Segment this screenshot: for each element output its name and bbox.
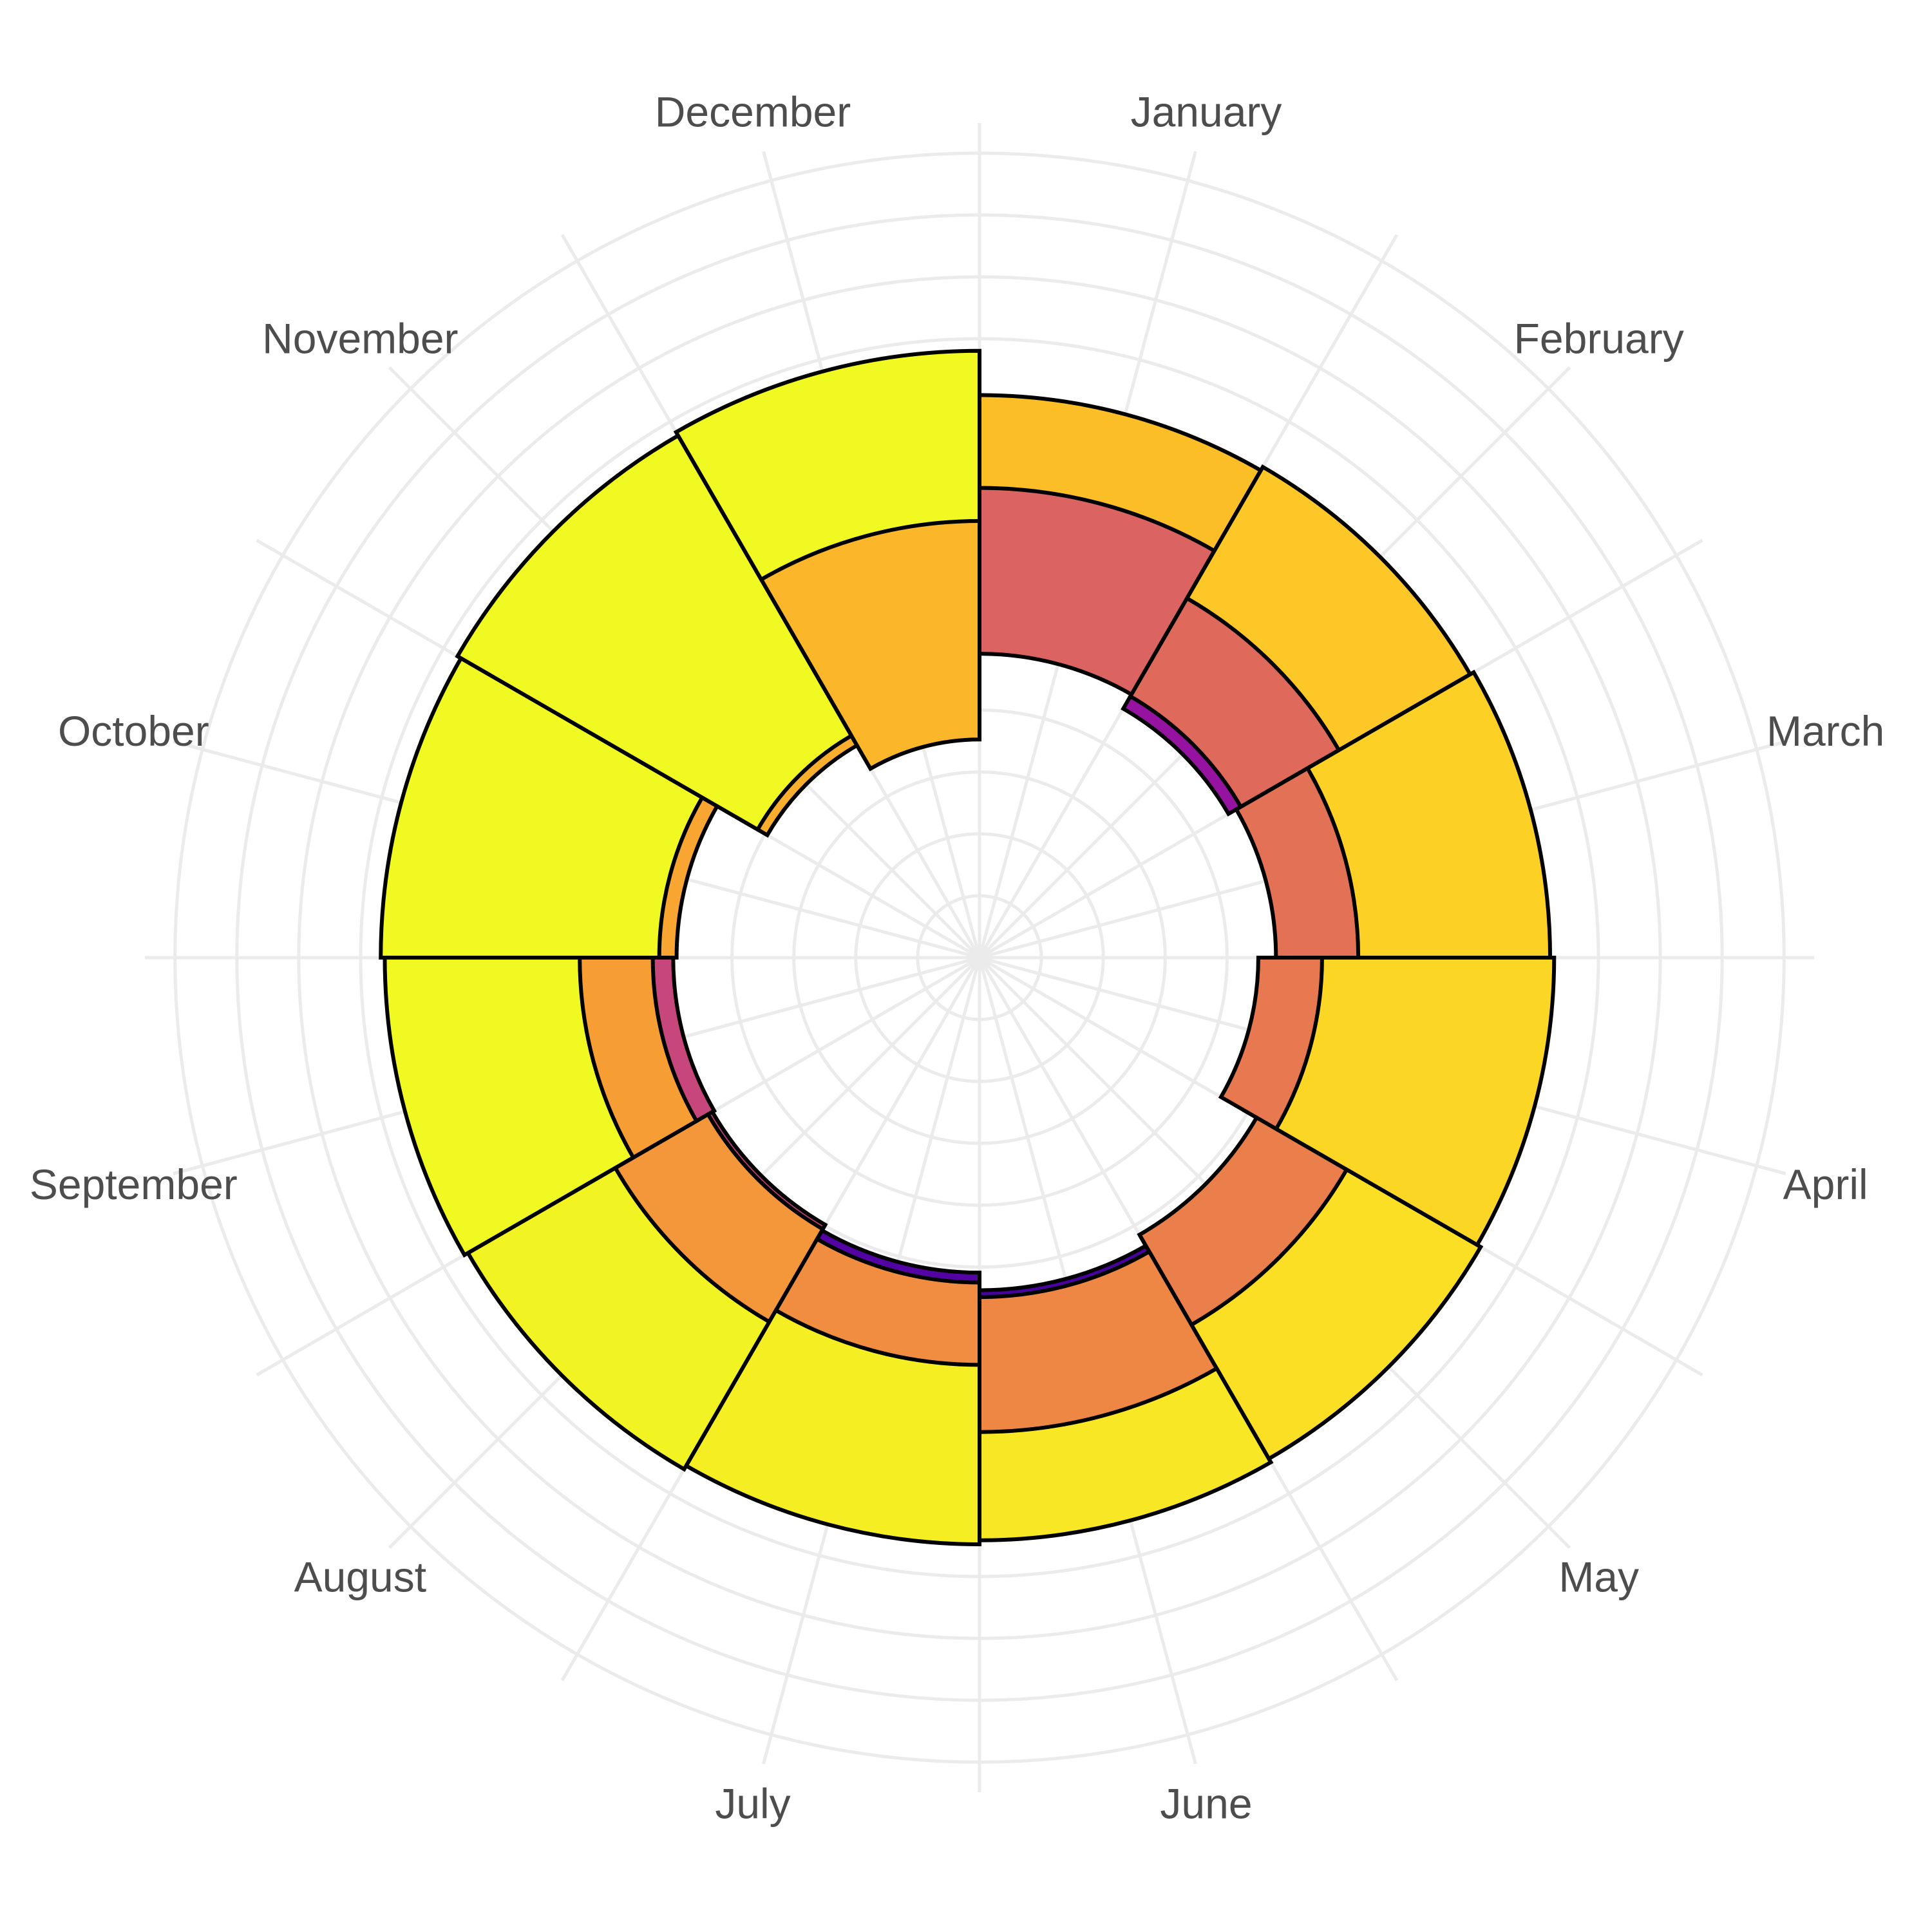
month-label-march: March [1766, 707, 1884, 755]
month-label-february: February [1514, 314, 1684, 362]
bar-november-4 [455, 433, 855, 833]
month-label-january: January [1131, 88, 1282, 135]
bar-october-4 [379, 656, 705, 960]
month-label-december: December [655, 88, 851, 135]
month-label-october: October [58, 707, 209, 755]
month-label-november: November [262, 314, 458, 362]
month-label-may: May [1558, 1553, 1639, 1601]
month-label-june: June [1160, 1780, 1252, 1828]
bar-december-4 [673, 348, 981, 582]
month-labels: January February March April May June July Augu… [30, 88, 1884, 1827]
month-label-april: April [1783, 1160, 1868, 1208]
month-label-september: September [30, 1160, 238, 1208]
month-label-august: August [294, 1553, 426, 1601]
bar-layer [379, 348, 1557, 1547]
month-label-july: July [715, 1780, 790, 1828]
